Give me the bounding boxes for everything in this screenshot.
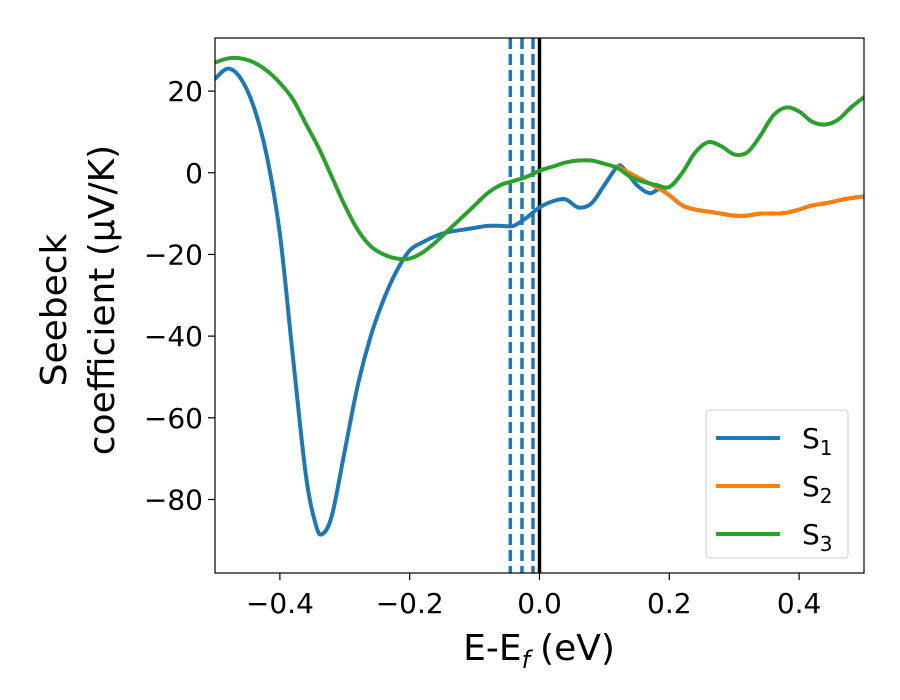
legend-label-s3: S3 [802,518,833,556]
x-axis-title-unit: (eV) [540,628,615,669]
legend-label-s1: S1 [802,422,833,460]
y-tick-label: −60 [144,402,203,435]
x-axis-ticks: −0.4 −0.2 0.0 0.2 0.4 [246,573,821,620]
y-axis-title: Seebeck coefficient (μV/K) [34,145,123,455]
y-axis-ticks: 20 0 −20 −40 −60 −80 [144,75,215,516]
x-tick-label: 0.2 [647,587,692,620]
x-tick-label: 0.0 [517,587,562,620]
series-line-s3 [215,55,864,262]
legend-label-s2: S2 [802,470,833,508]
series-layer [215,55,864,537]
y-tick-label: −40 [144,320,203,353]
y-tick-label: 20 [167,75,203,108]
vertical-reference-lines [508,38,542,573]
x-tick-label: −0.4 [246,587,314,620]
y-tick-label: −20 [144,238,203,271]
x-axis-title-main: E-E [463,628,521,669]
x-tick-label: −0.2 [376,587,444,620]
series-line-s2 [615,164,864,218]
x-axis-title: E-Ef (eV) [463,628,615,674]
legend: S1 S2 S3 [705,409,849,559]
y-tick-label: 0 [185,157,203,190]
y-tick-label: −80 [144,483,203,516]
y-axis-title-line2: coefficient (μV/K) [82,145,123,455]
x-axis-title-sub: f [522,646,534,674]
x-tick-label: 0.4 [777,587,822,620]
y-axis-title-line1: Seebeck [34,233,75,386]
